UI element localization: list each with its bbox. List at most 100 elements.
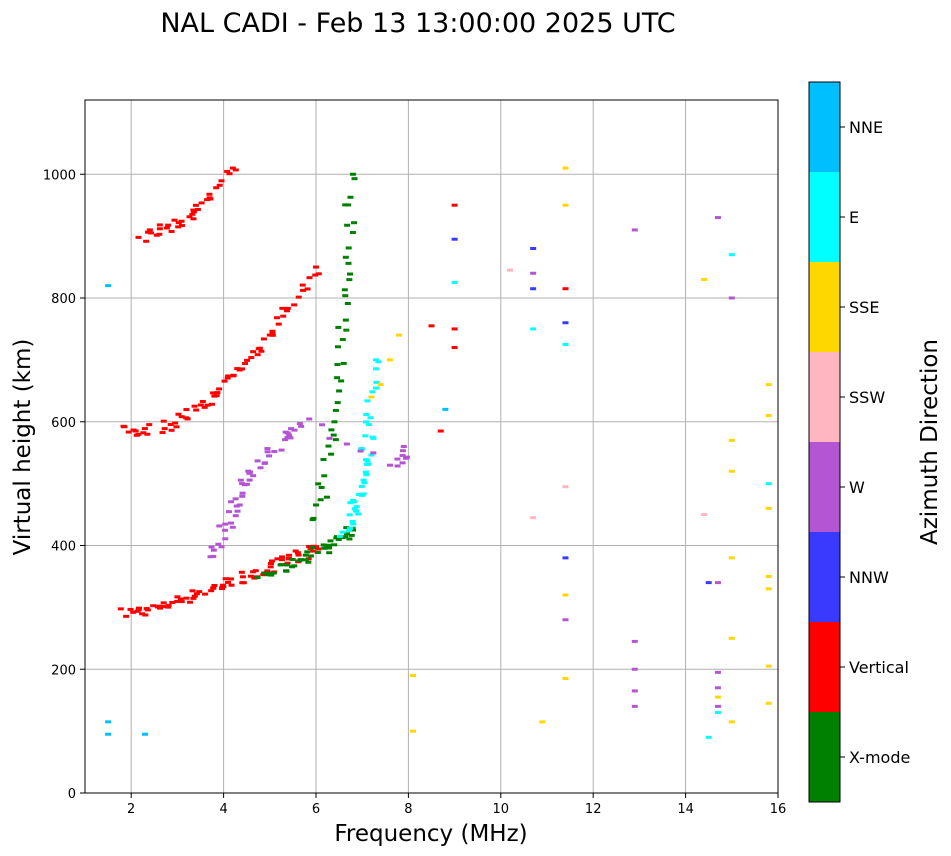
data-point <box>190 596 197 600</box>
data-point <box>765 383 772 387</box>
data-point <box>283 563 290 567</box>
data-point <box>338 379 345 383</box>
x-tick-label: 4 <box>219 802 227 817</box>
data-point <box>204 198 211 202</box>
data-point <box>213 394 220 398</box>
data-point <box>728 469 735 473</box>
data-point <box>282 569 289 573</box>
data-point <box>364 459 371 463</box>
data-point <box>307 554 314 558</box>
data-point <box>530 287 537 291</box>
data-point <box>175 225 182 229</box>
x-tick-label: 8 <box>404 802 412 817</box>
data-point <box>133 433 140 437</box>
data-point <box>206 196 213 200</box>
data-point <box>247 470 254 474</box>
data-point <box>321 474 328 478</box>
data-point <box>631 228 638 232</box>
colorbar-swatch <box>809 622 840 712</box>
data-point <box>400 445 407 448</box>
data-point <box>327 539 334 543</box>
data-point <box>310 516 317 520</box>
data-point <box>204 403 211 407</box>
data-point <box>377 383 384 387</box>
data-point <box>299 283 306 287</box>
data-point <box>250 350 257 354</box>
data-point <box>208 402 215 406</box>
data-point <box>714 711 721 715</box>
data-point <box>375 360 382 364</box>
data-point <box>562 485 569 489</box>
data-point <box>225 510 232 514</box>
data-point <box>291 303 298 307</box>
data-point <box>226 172 233 176</box>
data-point <box>175 412 182 416</box>
data-point <box>187 600 194 604</box>
data-point <box>225 374 232 378</box>
data-point <box>404 455 411 459</box>
data-point <box>335 537 342 541</box>
data-point <box>216 524 223 528</box>
data-point <box>264 447 271 451</box>
data-point <box>318 485 325 489</box>
data-point <box>330 433 337 437</box>
data-point <box>342 318 349 322</box>
data-point <box>270 571 277 575</box>
data-point <box>183 596 190 600</box>
data-point <box>348 533 355 537</box>
data-point <box>346 513 353 517</box>
data-point <box>239 575 246 579</box>
data-point <box>437 429 444 433</box>
data-point <box>315 482 322 486</box>
data-point <box>218 179 225 183</box>
grid-lines <box>85 100 779 794</box>
data-point <box>274 557 281 561</box>
x-tick-label: 2 <box>127 802 135 817</box>
data-point <box>345 261 352 265</box>
plot-frame <box>84 99 779 794</box>
data-point <box>358 447 365 451</box>
data-point <box>146 228 153 232</box>
data-point <box>227 521 234 525</box>
data-point <box>562 321 569 325</box>
data-point <box>370 451 377 455</box>
data-point <box>765 701 772 705</box>
data-point <box>271 450 278 454</box>
colorbar-swatch <box>809 442 840 532</box>
data-point <box>297 558 304 562</box>
data-point <box>193 408 200 412</box>
data-point <box>160 601 167 605</box>
data-point <box>191 594 198 598</box>
data-point <box>728 296 735 300</box>
data-point <box>728 636 735 640</box>
data-point <box>291 564 298 568</box>
data-point <box>292 549 299 553</box>
data-point <box>368 453 375 457</box>
data-point <box>239 367 246 371</box>
data-point <box>302 558 309 562</box>
data-point <box>159 604 166 608</box>
data-point <box>631 667 638 671</box>
data-point <box>373 386 380 390</box>
data-point <box>399 453 406 457</box>
data-point <box>183 416 190 420</box>
x-tick-label: 6 <box>312 802 320 817</box>
data-point <box>363 473 370 477</box>
data-point <box>213 186 220 190</box>
data-point <box>167 423 174 427</box>
data-point <box>267 571 274 575</box>
data-point <box>183 408 190 412</box>
data-point <box>127 607 134 611</box>
data-point <box>346 537 353 541</box>
data-point <box>261 571 268 575</box>
data-point <box>765 506 772 510</box>
data-point <box>105 732 112 736</box>
colorbar-tick-label: NNE <box>849 118 883 137</box>
colorbar-tick-label: SSE <box>849 298 879 317</box>
data-point <box>304 287 311 291</box>
data-point <box>150 604 157 608</box>
data-point <box>242 361 249 365</box>
data-point <box>221 379 228 383</box>
data-point <box>342 294 349 298</box>
data-point <box>428 324 435 328</box>
